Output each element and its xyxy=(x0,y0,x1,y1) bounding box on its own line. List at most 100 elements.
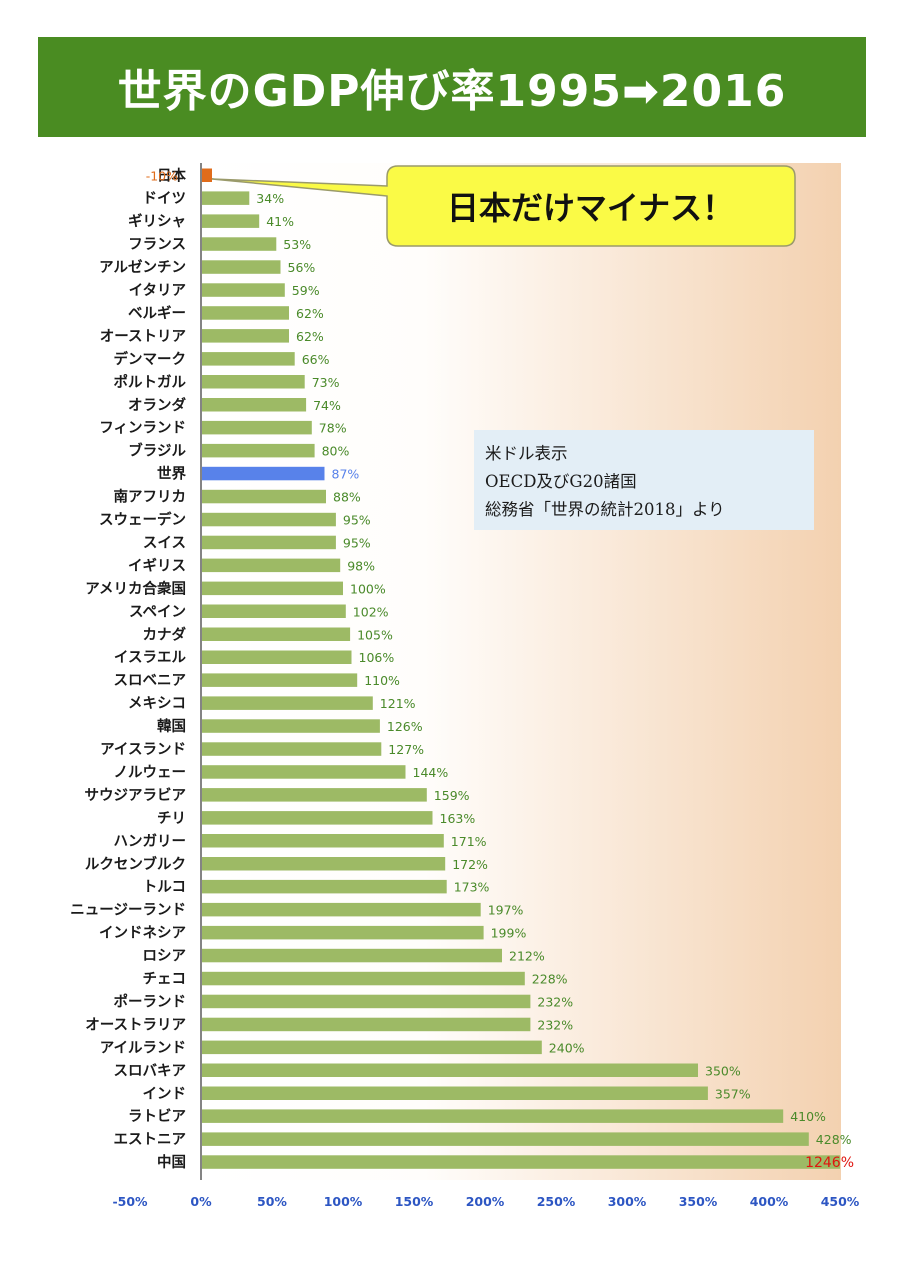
category-label: カナダ xyxy=(143,625,187,643)
x-tick-label: 250% xyxy=(537,1194,576,1209)
value-label: 172% xyxy=(452,857,488,872)
bar xyxy=(202,627,351,641)
value-label: 34% xyxy=(256,191,284,206)
value-label: 159% xyxy=(434,788,470,803)
value-label: 100% xyxy=(350,581,386,596)
value-label: 173% xyxy=(454,880,490,895)
value-label: 73% xyxy=(312,375,340,390)
value-label: 110% xyxy=(364,673,400,688)
bar xyxy=(202,788,427,802)
bar xyxy=(202,237,277,251)
value-label: 59% xyxy=(292,283,320,298)
category-label: サウジアラビア xyxy=(85,787,187,804)
category-label: ポーランド xyxy=(114,992,187,1010)
value-label: 98% xyxy=(347,558,375,573)
value-label: 240% xyxy=(549,1040,585,1055)
category-label: ニュージーランド xyxy=(70,903,186,919)
value-label: 95% xyxy=(343,536,371,551)
note-line-3: 総務省「世界の統計2018」より xyxy=(485,500,725,519)
category-label: ロシア xyxy=(143,949,187,965)
bar xyxy=(202,719,380,733)
bar xyxy=(202,283,285,297)
category-label: オランダ xyxy=(128,396,186,414)
value-label: 95% xyxy=(343,513,371,528)
value-label: 212% xyxy=(509,949,545,964)
bar xyxy=(202,994,531,1009)
bar xyxy=(202,834,444,848)
category-label: ブラジル xyxy=(128,442,186,460)
title-banner: 世界のGDP伸び率1995➡2016 xyxy=(38,37,866,137)
category-label: チェコ xyxy=(143,971,187,988)
callout-text: 日本だけマイナス！ xyxy=(446,188,735,227)
category-label: スイス xyxy=(143,536,186,552)
category-label: スロベニア xyxy=(114,673,187,689)
bar xyxy=(202,742,382,756)
x-tick-label: 450% xyxy=(821,1194,860,1209)
category-label: インドネシア xyxy=(99,925,186,942)
bar xyxy=(202,329,289,343)
value-label: 62% xyxy=(296,329,324,344)
value-label: 199% xyxy=(491,926,527,941)
note-line-2: OECD及びG20諸国 xyxy=(485,472,637,491)
value-label: 228% xyxy=(532,972,568,987)
category-label: ベルギー xyxy=(128,305,186,322)
category-label: スウェーデン xyxy=(99,511,186,529)
bar xyxy=(202,696,373,710)
plot-background xyxy=(201,163,841,1180)
bar xyxy=(202,1155,840,1169)
value-label: 56% xyxy=(288,260,316,275)
category-label: アルゼンチン xyxy=(99,258,186,276)
bar xyxy=(202,925,484,940)
category-label: デンマーク xyxy=(114,350,187,368)
category-label: イスラエル xyxy=(114,650,187,666)
x-tick-label: 50% xyxy=(257,1194,287,1209)
category-label: 日本 xyxy=(157,166,186,184)
value-label: 88% xyxy=(333,490,361,505)
x-tick-label: -50% xyxy=(112,1194,148,1209)
bar xyxy=(202,1063,698,1077)
bar xyxy=(202,535,336,550)
bar xyxy=(202,902,481,917)
category-label: アイルランド xyxy=(100,1040,186,1056)
category-label: フィンランド xyxy=(99,421,186,437)
value-label: 106% xyxy=(359,650,395,665)
x-axis-ticks: -50% 0% 50% 100% 150% 200% 250% 300% 350% 400% 450… xyxy=(112,1194,859,1209)
bar xyxy=(202,214,260,228)
bar xyxy=(202,948,502,963)
value-label: 121% xyxy=(380,696,416,711)
value-label: 127% xyxy=(388,742,424,757)
value-label: 80% xyxy=(322,444,350,459)
category-label: ハンガリー xyxy=(114,833,187,850)
x-tick-label: 300% xyxy=(608,1194,647,1209)
callout-bubble xyxy=(211,165,796,247)
value-label: 41% xyxy=(266,214,294,229)
category-label: チリ xyxy=(157,810,186,827)
bar xyxy=(202,1132,809,1146)
value-label: 102% xyxy=(353,604,389,619)
category-label: 南アフリカ xyxy=(114,488,187,506)
value-label: 105% xyxy=(357,627,393,642)
value-label: 62% xyxy=(296,306,324,321)
x-tick-label: 100% xyxy=(324,1194,363,1209)
value-label: 357% xyxy=(715,1086,751,1101)
value-label: 78% xyxy=(319,421,347,436)
category-label: ノルウェー xyxy=(114,764,187,781)
value-label: 171% xyxy=(451,834,487,849)
category-label: オーストリア xyxy=(100,328,186,345)
category-label: 中国 xyxy=(157,1153,186,1171)
value-label: 87% xyxy=(332,467,360,482)
category-label: インド xyxy=(143,1086,187,1102)
category-label: エストニア xyxy=(114,1132,187,1148)
bar xyxy=(202,306,289,320)
source-note: 米ドル表示 OECD及びG20諸国 総務省「世界の統計2018」より xyxy=(474,430,814,530)
category-label: ルクセンブルク xyxy=(85,855,186,873)
category-label: スペイン xyxy=(129,604,186,620)
category-label: メキシコ xyxy=(128,696,186,712)
value-label: 74% xyxy=(313,398,341,413)
category-label: 韓国 xyxy=(157,717,186,735)
bar xyxy=(202,352,295,366)
x-tick-label: 0% xyxy=(190,1194,212,1209)
category-label: スロバキア xyxy=(114,1062,187,1079)
bar xyxy=(202,1040,542,1055)
x-tick-label: 400% xyxy=(750,1194,789,1209)
